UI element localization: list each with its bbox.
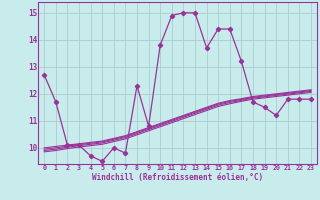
X-axis label: Windchill (Refroidissement éolien,°C): Windchill (Refroidissement éolien,°C) [92,173,263,182]
